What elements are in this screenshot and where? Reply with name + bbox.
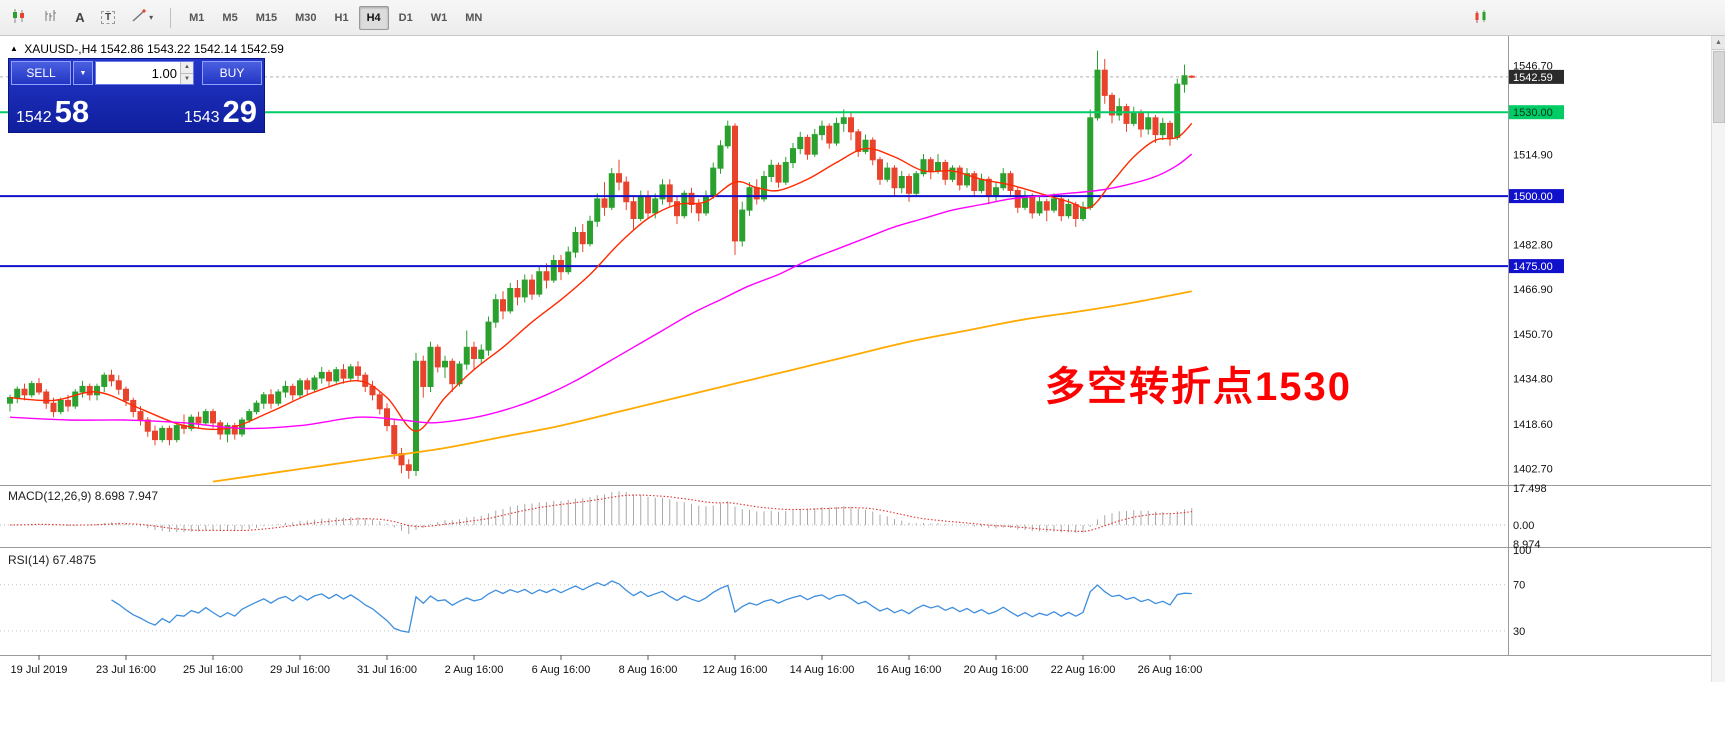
svg-text:29 Jul 16:00: 29 Jul 16:00	[270, 664, 330, 676]
svg-text:1500.00: 1500.00	[1513, 191, 1553, 203]
drawing-tools-button[interactable]: ▾	[124, 6, 160, 30]
bid-price-prefix: 1542	[16, 109, 52, 126]
macd-indicator-label: MACD(12,26,9) 8.698 7.947	[8, 489, 159, 503]
macd-signal-line	[9, 494, 1192, 533]
svg-text:70: 70	[1513, 580, 1525, 592]
volume-input[interactable]	[96, 62, 180, 84]
svg-text:1530.00: 1530.00	[1513, 107, 1553, 119]
svg-text:1434.80: 1434.80	[1513, 374, 1553, 386]
timeframe-button-w1[interactable]: W1	[423, 6, 456, 30]
scroll-up-icon[interactable]: ▲	[1712, 36, 1725, 50]
timeframe-button-m5[interactable]: M5	[214, 6, 245, 30]
price-tag-1542.59: 1542.59	[1509, 69, 1564, 84]
svg-text:31 Jul 16:00: 31 Jul 16:00	[357, 664, 417, 676]
svg-text:14 Aug 16:00: 14 Aug 16:00	[790, 664, 855, 676]
collapse-marker-icon: ▲	[10, 44, 18, 53]
svg-text:1514.90: 1514.90	[1513, 149, 1553, 161]
ma-slow-line	[212, 290, 1192, 483]
vertical-scrollbar[interactable]: ▲	[1711, 36, 1725, 682]
scrollbar-thumb[interactable]	[1713, 51, 1725, 123]
bar-chart-icon	[43, 8, 59, 27]
timeframe-toolbar: M1 M5 M15 M30 H1 H4 D1 W1 MN	[181, 5, 490, 30]
svg-text:30: 30	[1513, 626, 1525, 638]
sell-button[interactable]: SELL	[11, 61, 71, 85]
rsi-axis-ticks: 100 70 30	[1513, 545, 1531, 638]
candlestick-chart-icon	[11, 8, 27, 27]
volume-dropdown-button[interactable]: ▼	[73, 61, 93, 85]
volume-up-button[interactable]: ▲	[180, 62, 193, 74]
svg-text:23 Jul 16:00: 23 Jul 16:00	[96, 664, 156, 676]
svg-text:1466.90: 1466.90	[1513, 284, 1553, 296]
timeframe-button-h1[interactable]: H1	[327, 6, 357, 30]
chart-annotation: 多空转折点1530	[1045, 365, 1352, 409]
chevron-down-icon: ▾	[149, 13, 154, 22]
svg-text:1482.80: 1482.80	[1513, 239, 1553, 251]
timeframe-button-d1[interactable]: D1	[391, 6, 421, 30]
price-tag-1500.00: 1500.00	[1509, 189, 1564, 204]
price-axis-ticks: 1546.70 1514.90 1482.80 1466.90 1450.70 1434.…	[1513, 60, 1553, 475]
svg-text:0.00: 0.00	[1513, 520, 1534, 532]
svg-text:1542.59: 1542.59	[1513, 72, 1553, 84]
bid-price-display[interactable]: 1542 58	[16, 94, 90, 129]
svg-text:8.974: 8.974	[1513, 539, 1541, 551]
chart-canvas[interactable]: 1546.70 1514.90 1482.80 1466.90 1450.70 1434.…	[0, 36, 1725, 755]
text-tool-button[interactable]: A	[68, 6, 92, 30]
svg-text:16 Aug 16:00: 16 Aug 16:00	[877, 664, 942, 676]
one-click-trading-panel: SELL ▼ ▲ ▼ BUY 1542 58 1543 29	[8, 58, 265, 133]
svg-text:1418.60: 1418.60	[1513, 419, 1553, 431]
text-label-icon: T	[101, 11, 116, 24]
price-tag-1530.00: 1530.00	[1509, 105, 1564, 120]
timeframe-button-m1[interactable]: M1	[181, 6, 212, 30]
svg-text:20 Aug 16:00: 20 Aug 16:00	[964, 664, 1029, 676]
svg-text:26 Aug 16:00: 26 Aug 16:00	[1138, 664, 1203, 676]
time-axis: 19 Jul 2019 23 Jul 16:00 25 Jul 16:00 29 Ju…	[11, 655, 1203, 676]
bar-chart-button[interactable]	[36, 6, 66, 30]
svg-text:12 Aug 16:00: 12 Aug 16:00	[703, 664, 768, 676]
symbol-period-label: XAUUSD-,H4	[24, 42, 97, 56]
rsi-indicator-label: RSI(14) 67.4875	[8, 553, 97, 567]
chart-ohlc-header: ▲ XAUUSD-,H4 1542.86 1543.22 1542.14 154…	[10, 42, 284, 56]
toolbar: A T ▾ M1 M5 M15 M30 H1 H4 D1 W1 MN	[0, 0, 1725, 36]
svg-text:2 Aug 16:00: 2 Aug 16:00	[445, 664, 504, 676]
dropdown-arrow-icon: ▼	[79, 69, 87, 77]
ask-price-prefix: 1543	[183, 109, 220, 126]
ask-price-display[interactable]: 1543 29	[183, 94, 257, 129]
chart-plot-area[interactable]	[0, 36, 1508, 655]
timeframe-button-h4[interactable]: H4	[358, 5, 389, 30]
ma-fast-line	[9, 122, 1193, 432]
text-a-icon: A	[75, 10, 85, 25]
trendline-icon	[131, 8, 147, 27]
ohlc-values: 1542.86 1543.22 1542.14 1542.59	[100, 42, 284, 56]
svg-text:1475.00: 1475.00	[1513, 261, 1553, 273]
svg-text:6 Aug 16:00: 6 Aug 16:00	[532, 664, 591, 676]
toolbar-separator	[170, 7, 172, 28]
timeframe-button-m30[interactable]: M30	[287, 6, 324, 30]
volume-field: ▲ ▼	[95, 61, 194, 85]
svg-text:100: 100	[1513, 545, 1531, 557]
svg-text:1402.70: 1402.70	[1513, 463, 1553, 475]
svg-text:25 Jul 16:00: 25 Jul 16:00	[183, 664, 243, 676]
svg-text:8 Aug 16:00: 8 Aug 16:00	[619, 664, 678, 676]
ask-price-big-digits: 29	[222, 94, 257, 129]
svg-text:1546.70: 1546.70	[1513, 60, 1553, 72]
timeframe-button-m15[interactable]: M15	[248, 6, 285, 30]
svg-text:22 Aug 16:00: 22 Aug 16:00	[1051, 664, 1116, 676]
bid-price-big-digits: 58	[54, 94, 90, 129]
macd-axis-ticks: 17.498 0.00 8.974	[1513, 483, 1547, 551]
mini-candle-icon[interactable]	[1472, 5, 1490, 29]
chart-window: 1546.70 1514.90 1482.80 1466.90 1450.70 1434.…	[0, 36, 1725, 755]
svg-text:1450.70: 1450.70	[1513, 329, 1553, 341]
timeframe-button-mn[interactable]: MN	[457, 6, 490, 30]
buy-button[interactable]: BUY	[202, 61, 262, 85]
ma-mid-line	[9, 153, 1193, 430]
svg-text:19 Jul 2019: 19 Jul 2019	[11, 664, 68, 676]
label-tool-button[interactable]: T	[94, 6, 122, 30]
svg-text:17.498: 17.498	[1513, 483, 1547, 495]
rsi-line	[111, 580, 1192, 634]
volume-spinner: ▲ ▼	[179, 62, 193, 84]
volume-down-button[interactable]: ▼	[180, 73, 193, 84]
candlestick-chart-button[interactable]	[4, 6, 34, 30]
price-tag-1475.00: 1475.00	[1509, 259, 1564, 274]
